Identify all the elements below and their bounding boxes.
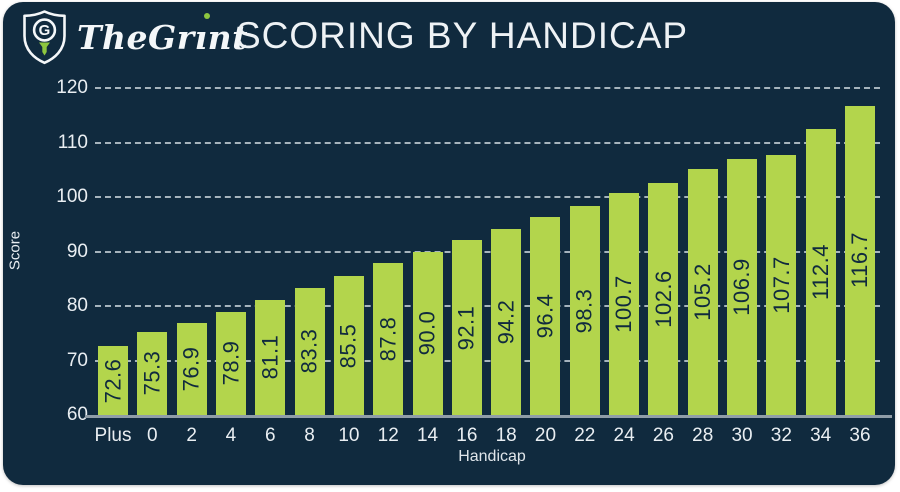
y-tick-label: 110 <box>57 131 88 153</box>
bar-value-label: 96.4 <box>532 293 558 339</box>
x-axis-line <box>85 415 892 418</box>
x-tick-label: 32 <box>770 425 792 446</box>
bar: 100.7 <box>609 193 640 415</box>
bar: 94.2 <box>491 228 522 415</box>
bar-value-label: 98.3 <box>571 288 597 334</box>
svg-text:G: G <box>39 22 51 39</box>
gridline <box>95 359 880 362</box>
bar: 72.6 <box>98 346 128 415</box>
y-tick-label: 90 <box>66 240 88 262</box>
bar: 76.9 <box>176 322 207 415</box>
gridline <box>95 87 880 89</box>
bar: 98.3 <box>569 206 600 415</box>
bar: 87.8 <box>373 263 404 415</box>
bar-value-label: 105.2 <box>689 263 715 321</box>
chart-title: SCORING BY HANDICAP <box>235 15 689 56</box>
bar: 107.7 <box>766 155 797 415</box>
bar-value-label: 94.2 <box>493 299 519 345</box>
bar-value-label: 83.3 <box>296 329 322 374</box>
bar-value-label: 76.9 <box>178 346 204 392</box>
x-tick-label: 20 <box>534 425 557 446</box>
gridline <box>95 250 880 253</box>
logo-letter-i: ı <box>195 10 210 66</box>
y-tick-label: 80 <box>66 295 88 316</box>
x-tick-label: 12 <box>377 425 399 446</box>
bar-value-label: 81.1 <box>257 335 283 380</box>
x-tick-label: 36 <box>849 425 871 446</box>
bar: 92.1 <box>451 240 482 415</box>
y-tick-label: 120 <box>56 77 88 98</box>
bar: 112.4 <box>805 129 836 415</box>
y-tick-label: 100 <box>56 186 88 207</box>
x-tick-label: 24 <box>613 425 635 446</box>
x-tick-label: 18 <box>495 425 517 446</box>
bar: 83.3 <box>294 288 325 415</box>
bar-value-label: 102.6 <box>650 270 676 328</box>
x-tick-label: 34 <box>810 425 832 446</box>
x-tick-label: 30 <box>731 425 753 446</box>
scoring-chart-card: G TheGrı nt SCORING BY HANDICAP Score Han… <box>3 2 895 485</box>
x-tick-label: 2 <box>186 425 197 446</box>
bar: 75.3 <box>137 331 168 415</box>
x-tick-label: 26 <box>652 425 674 446</box>
bar: 85.5 <box>333 276 364 415</box>
logo-wordmark: TheGrı nt <box>77 10 248 66</box>
bar-value-label: 85.5 <box>335 323 361 368</box>
x-tick-label: 8 <box>304 425 315 446</box>
bar: 96.4 <box>530 216 561 415</box>
bar-value-label: 90.0 <box>414 310 440 356</box>
bar: 105.2 <box>687 168 718 415</box>
thegrint-logo: G TheGrı nt <box>21 9 248 66</box>
bar-value-label: 100.7 <box>611 275 637 333</box>
x-tick-label: 6 <box>264 425 276 446</box>
y-tick-label: 70 <box>66 349 88 371</box>
bar-value-label: 92.1 <box>453 305 479 350</box>
bar: 90.0 <box>412 251 443 415</box>
x-tick-label: 4 <box>225 425 237 446</box>
x-tick-label: 14 <box>416 425 439 446</box>
gridline <box>95 305 880 307</box>
thegrint-shield-icon: G <box>23 10 66 65</box>
y-tick-label: 60 <box>66 404 88 425</box>
bar: 81.1 <box>255 300 286 415</box>
gridline <box>95 196 880 198</box>
bar-value-label: 112.4 <box>807 244 833 301</box>
y-axis-label: Score <box>6 230 24 271</box>
x-tick-label: 28 <box>692 425 714 446</box>
bar: 102.6 <box>648 182 679 415</box>
x-tick-label: Plus <box>94 425 132 446</box>
bar-value-label: 107.7 <box>768 256 794 314</box>
bar: 116.7 <box>845 105 875 415</box>
bar-value-label: 87.8 <box>375 316 401 362</box>
x-tick-label: 22 <box>574 425 596 446</box>
x-tick-label: 10 <box>338 425 360 446</box>
logo-i-dot <box>203 12 210 19</box>
x-tick-label: 16 <box>456 425 478 446</box>
bar: 106.9 <box>727 159 758 415</box>
bar-value-label: 78.9 <box>217 341 243 386</box>
bar-value-label: 72.6 <box>100 358 126 404</box>
x-tick-label: 0 <box>147 425 158 446</box>
bar-value-label: 116.7 <box>847 232 873 289</box>
bar: 78.9 <box>215 311 246 415</box>
gridline <box>95 141 880 144</box>
x-axis-label: Handicap <box>458 448 526 465</box>
bar-value-label: 75.3 <box>139 350 165 396</box>
bar-value-label: 106.9 <box>729 258 755 316</box>
bar-chart: Score Handicap 60 70 80 90 100 110 120 72.6 Plus… <box>3 2 895 485</box>
